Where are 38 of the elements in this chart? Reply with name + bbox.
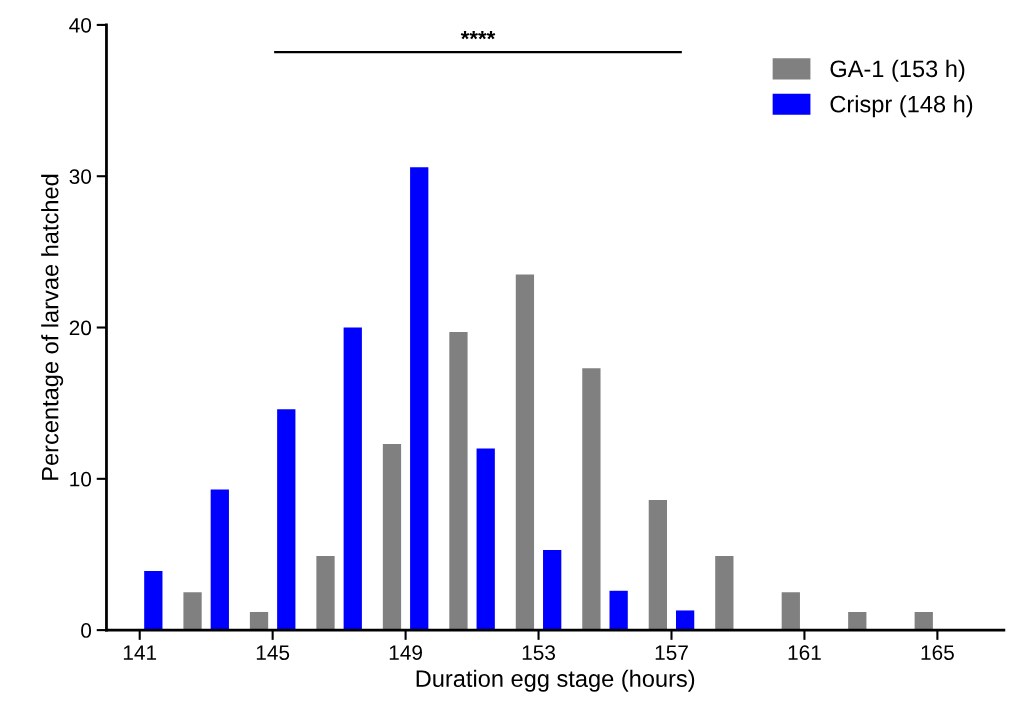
bar bbox=[410, 167, 429, 631]
bar bbox=[210, 489, 229, 631]
bar bbox=[543, 549, 562, 631]
y-tick-label: 0 bbox=[81, 623, 92, 638]
bar bbox=[582, 368, 601, 631]
legend-label: GA-1 (153 h) bbox=[830, 59, 965, 82]
x-tick-label: 149 bbox=[389, 645, 422, 661]
bar bbox=[277, 409, 296, 631]
x-tick-label: 153 bbox=[522, 645, 556, 661]
x-tick-label: 165 bbox=[921, 645, 954, 661]
bar bbox=[715, 555, 734, 631]
bar bbox=[914, 611, 933, 631]
bar bbox=[648, 500, 668, 631]
bar bbox=[675, 610, 695, 631]
x-axis-title: Duration egg stage (hours) bbox=[416, 669, 695, 692]
bar bbox=[781, 592, 800, 631]
bar bbox=[316, 555, 335, 631]
bar bbox=[382, 444, 402, 631]
y-axis-title: Percentage of larvae hatched bbox=[41, 174, 64, 480]
y-tick-label: 30 bbox=[69, 169, 92, 184]
y-tick-label: 40 bbox=[69, 17, 92, 33]
bar bbox=[249, 611, 269, 631]
bar bbox=[449, 332, 468, 631]
bar bbox=[343, 327, 362, 631]
bar bbox=[515, 274, 535, 631]
x-tick-label: 145 bbox=[256, 645, 290, 661]
bar bbox=[183, 592, 202, 631]
annotation: **** bbox=[460, 31, 496, 40]
legend-label: Crispr (148 h) bbox=[830, 95, 973, 118]
x-tick-label: 161 bbox=[788, 645, 821, 661]
y-tick-label: 10 bbox=[70, 471, 92, 487]
y-tick-label: 20 bbox=[69, 320, 92, 336]
x-tick-label: 141 bbox=[123, 645, 157, 660]
bar bbox=[144, 571, 163, 631]
x-tick-label: 157 bbox=[655, 645, 688, 661]
bar bbox=[848, 611, 867, 631]
bar bbox=[609, 590, 628, 631]
bar bbox=[476, 448, 495, 631]
